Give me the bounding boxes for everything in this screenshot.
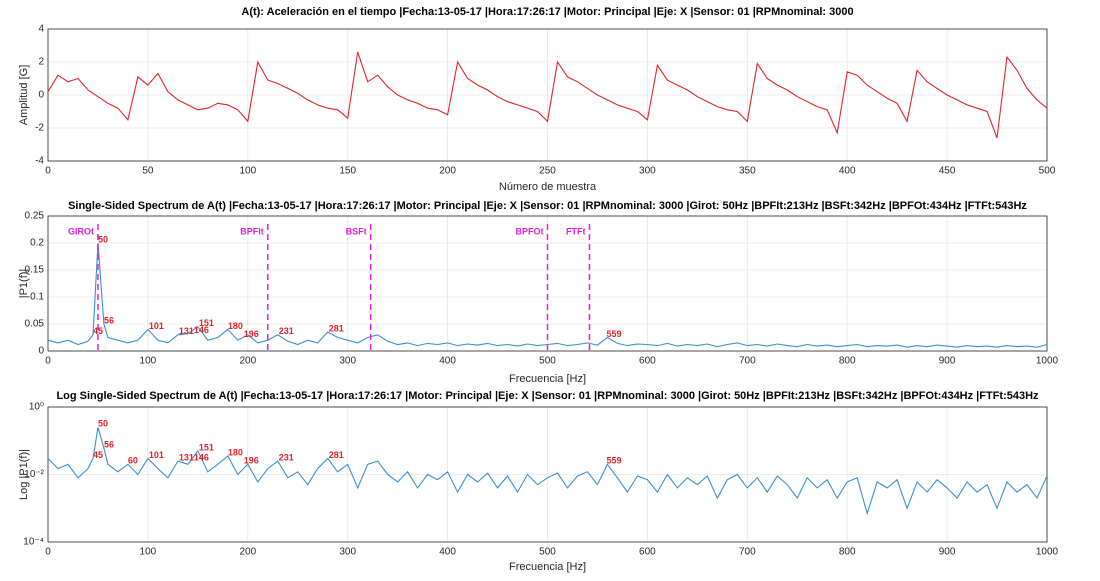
x-tick-label: 1000 xyxy=(1036,547,1059,558)
x-tick-label: 400 xyxy=(439,356,456,367)
x-tick-label: 600 xyxy=(639,547,656,558)
x-tick-label: 100 xyxy=(140,547,157,558)
y-tick-label: 10⁻² xyxy=(24,469,44,480)
x-tick-label: 200 xyxy=(239,356,256,367)
x-tick-label: 900 xyxy=(939,356,956,367)
x-tick-label: 400 xyxy=(439,547,456,558)
x-tick-label: 200 xyxy=(439,166,456,177)
marker-label: BPFIt xyxy=(240,226,264,236)
x-tick-label: 350 xyxy=(739,166,756,177)
y-tick-label: 0.25 xyxy=(25,211,45,222)
peak-label: 131 xyxy=(179,326,194,336)
y-tick-label: -4 xyxy=(35,156,44,167)
peak-label: 180 xyxy=(228,321,243,331)
x-tick-label: 700 xyxy=(739,547,756,558)
y-axis-label: Log |P1(f)| xyxy=(18,449,30,500)
x-tick-label: 500 xyxy=(1039,166,1056,177)
x-tick-label: 100 xyxy=(239,166,256,177)
y-tick-label: 10⁻⁴ xyxy=(23,537,44,548)
marker-label: FTFt xyxy=(566,226,586,236)
x-tick-label: 50 xyxy=(142,166,154,177)
peak-label: 50 xyxy=(98,419,108,429)
peak-label: 146 xyxy=(194,325,209,335)
peak-label: 559 xyxy=(606,329,621,339)
peak-label: 231 xyxy=(279,326,294,336)
chart-title: Log Single-Sided Spectrum de A(t) |Fecha… xyxy=(56,390,1039,402)
chart-title: A(t): Aceleración en el tiempo |Fecha:13… xyxy=(241,6,853,18)
x-tick-label: 0 xyxy=(45,547,51,558)
peak-label: 131 xyxy=(179,452,194,462)
x-tick-label: 700 xyxy=(739,356,756,367)
x-tick-label: 300 xyxy=(639,166,656,177)
peak-label: 56 xyxy=(104,315,114,325)
y-axis-label: Amplitud [G] xyxy=(18,65,30,126)
x-tick-label: 200 xyxy=(239,547,256,558)
x-tick-label: 600 xyxy=(639,356,656,367)
x-tick-label: 0 xyxy=(45,356,51,367)
peak-label: 101 xyxy=(149,450,164,460)
peak-label: 231 xyxy=(279,452,294,462)
peak-label: 196 xyxy=(244,456,259,466)
peak-label: 146 xyxy=(194,452,209,462)
axes-frame xyxy=(47,406,1048,543)
x-tick-label: 250 xyxy=(539,166,556,177)
y-tick-label: 0.05 xyxy=(25,319,45,330)
peak-label: 101 xyxy=(149,321,164,331)
y-tick-label: -2 xyxy=(35,123,44,134)
series-line xyxy=(47,427,1048,516)
peak-label: 559 xyxy=(606,456,621,466)
x-tick-label: 500 xyxy=(539,547,556,558)
x-tick-label: 100 xyxy=(140,356,157,367)
x-tick-label: 800 xyxy=(839,356,856,367)
peak-label: 56 xyxy=(104,440,114,450)
marker-label: GIROt xyxy=(68,226,94,236)
x-axis-label: Frecuencia [Hz] xyxy=(509,373,586,385)
x-tick-label: 900 xyxy=(939,547,956,558)
x-tick-label: 450 xyxy=(939,166,956,177)
x-tick-label: 300 xyxy=(339,356,356,367)
y-tick-label: 4 xyxy=(38,24,44,35)
axes-frame xyxy=(47,215,1048,352)
y-tick-label: 0.1 xyxy=(30,292,44,303)
peak-label: 196 xyxy=(244,329,259,339)
peak-label: 45 xyxy=(93,450,103,460)
x-axis-label: Número de muestra xyxy=(499,181,597,193)
x-tick-label: 1000 xyxy=(1036,356,1059,367)
y-tick-label: 0.15 xyxy=(25,265,45,276)
marker-label: BSFt xyxy=(346,226,367,236)
series-line xyxy=(47,242,1048,348)
x-tick-label: 800 xyxy=(839,547,856,558)
y-axis-label: |P1(f)| xyxy=(18,269,30,299)
peak-label: 151 xyxy=(199,442,214,452)
y-tick-label: 0 xyxy=(38,346,44,357)
y-tick-label: 0.2 xyxy=(30,238,44,249)
x-axis-label: Frecuencia [Hz] xyxy=(509,561,586,573)
peak-label: 45 xyxy=(93,326,103,336)
peak-label: 281 xyxy=(329,323,344,333)
peak-label: 60 xyxy=(128,456,138,466)
axes-frame xyxy=(47,28,1048,162)
peak-label: 180 xyxy=(228,448,243,458)
peak-label: 50 xyxy=(98,234,108,244)
y-tick-label: 2 xyxy=(38,57,44,68)
y-tick-label: 10⁰ xyxy=(29,402,44,413)
peak-label: 281 xyxy=(329,450,344,460)
series-line xyxy=(47,51,1048,139)
peak-label: 151 xyxy=(199,318,214,328)
y-tick-label: 0 xyxy=(38,90,44,101)
marker-label: BPFOt xyxy=(516,226,544,236)
x-tick-label: 300 xyxy=(339,547,356,558)
x-tick-label: 150 xyxy=(339,166,356,177)
x-tick-label: 500 xyxy=(539,356,556,367)
x-tick-label: 0 xyxy=(45,166,51,177)
x-tick-label: 400 xyxy=(839,166,856,177)
chart-title: Single-Sided Spectrum de A(t) |Fecha:13-… xyxy=(68,200,1027,212)
